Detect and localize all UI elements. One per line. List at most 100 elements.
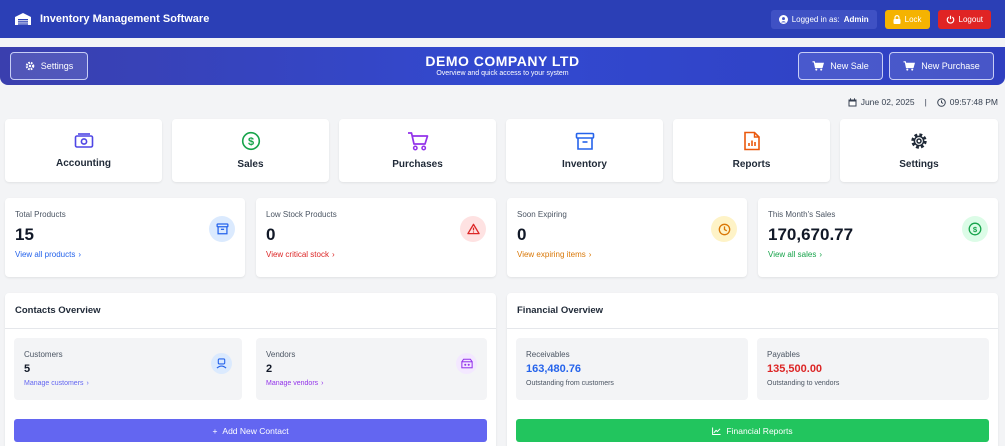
stat-low-stock: Low Stock Products 0 View critical stock… [256,198,496,277]
archive-icon [209,216,235,242]
chevron-right-icon: › [86,380,89,387]
tile-label: Purchases [392,159,443,170]
vendors-count: 2 [266,363,273,375]
user-label: Logged in as: [791,14,840,24]
stat-title: Low Stock Products [266,210,337,219]
calendar-icon [848,97,857,106]
new-sale-button[interactable]: New Sale [798,52,883,80]
manage-customers-link[interactable]: Manage customers › [24,380,232,387]
user-badge[interactable]: Logged in as: Admin [770,9,877,29]
dollar-circle-icon: $ [241,131,260,151]
warehouse-icon [15,13,31,25]
stat-value: 0 [517,225,527,244]
tile-label: Settings [899,159,939,170]
financial-reports-label: Financial Reports [726,425,793,436]
stat-value: 15 [15,225,34,244]
lock-icon [893,14,901,24]
stat-title: Total Products [15,210,66,219]
stat-soon-expiring: Soon Expiring 0 View expiring items › [507,198,747,277]
stat-title: This Month's Sales [768,210,836,219]
view-all-products-link[interactable]: View all products › [15,250,235,259]
current-time: 09:57:48 PM [949,97,998,107]
tile-accounting[interactable]: Accounting [5,119,162,182]
warning-icon [460,216,486,242]
add-new-contact-button[interactable]: + Add New Contact [14,419,487,442]
link-label: View all sales [768,250,817,259]
tile-label: Accounting [56,158,111,169]
stat-total-products: Total Products 15 View all products › [5,198,245,277]
app-title: Inventory Management Software [40,13,210,25]
tile-sales[interactable]: $ Sales [172,119,329,182]
link-label: View expiring items [517,250,586,259]
current-date: June 02, 2025 [860,97,915,107]
chevron-right-icon: › [331,250,335,259]
top-navbar: Inventory Management Software Logged in … [0,0,1005,38]
financial-reports-button[interactable]: Financial Reports [516,419,989,442]
users-icon [211,353,232,374]
brand[interactable]: Inventory Management Software [14,12,209,26]
new-purchase-button[interactable]: New Purchase [889,52,994,80]
user-circle-icon [778,14,788,24]
receivables-label: Receivables [526,350,570,359]
report-icon [743,131,760,151]
datetime-separator: | [924,97,927,107]
cart-icon [903,61,916,71]
stat-value: 170,670.77 [768,225,854,244]
gear-icon [911,133,927,149]
chevron-right-icon: › [588,250,592,259]
lock-label: Lock [904,14,922,24]
contacts-overview-title: Contacts Overview [5,293,496,329]
cart-icon [407,132,428,151]
payables-card: Payables 135,500.00 Outstanding to vendo… [757,338,989,400]
financial-overview-title: Financial Overview [507,293,998,329]
settings-button[interactable]: Settings [10,52,88,80]
datetime-bar: June 02, 2025 | 09:57:48 PM [848,97,998,107]
stat-month-sales: This Month's Sales 170,670.77 View all s… [758,198,998,277]
power-icon [946,15,954,24]
money-icon [74,133,93,148]
customers-count: 5 [24,363,31,375]
tile-purchases[interactable]: Purchases [339,119,496,182]
view-all-sales-link[interactable]: View all sales › [768,250,988,259]
plus-icon: + [212,425,218,436]
payables-label: Payables [767,350,800,359]
tile-inventory[interactable]: Inventory [506,119,663,182]
contacts-overview-panel: Contacts Overview Customers 5 Manage cus… [5,293,496,446]
lock-button[interactable]: Lock [884,9,930,29]
payables-note: Outstanding to vendors [767,380,840,387]
svg-text:$: $ [247,136,253,148]
archive-icon [575,132,594,150]
new-sale-label: New Sale [830,61,869,71]
company-header: Settings DEMO COMPANY LTD Overview and q… [0,47,1005,85]
chart-line-icon [712,426,722,435]
cart-icon [812,61,825,71]
link-label: Manage customers [24,380,84,387]
chevron-right-icon: › [321,380,324,387]
tile-reports[interactable]: Reports [673,119,830,182]
logout-button[interactable]: Logout [937,9,991,29]
receivables-value: 163,480.76 [526,363,582,375]
clock-icon [711,216,737,242]
dollar-circle-icon: $ [962,216,988,242]
link-label: Manage vendors [266,380,319,387]
chevron-right-icon: › [819,250,822,259]
tile-settings[interactable]: Settings [840,119,998,182]
vendors-card: Vendors 2 Manage vendors › [256,338,487,400]
payables-value: 135,500.00 [767,363,823,375]
tile-label: Inventory [561,158,607,170]
view-expiring-items-link[interactable]: View expiring items › [517,250,737,259]
add-contact-label: Add New Contact [222,425,289,436]
stat-title: Soon Expiring [517,210,567,219]
tile-label: Sales [237,159,264,170]
manage-vendors-link[interactable]: Manage vendors › [266,380,477,387]
vendors-icon [456,353,477,374]
settings-label: Settings [40,61,74,71]
vendors-label: Vendors [266,350,296,359]
receivables-note: Outstanding from customers [526,380,614,387]
tile-label: Reports [732,159,771,170]
chevron-right-icon: › [78,250,81,259]
customers-label: Customers [24,350,63,359]
user-name: Admin [843,14,869,24]
customers-card: Customers 5 Manage customers › [14,338,242,400]
view-critical-stock-link[interactable]: View critical stock › [266,250,486,259]
